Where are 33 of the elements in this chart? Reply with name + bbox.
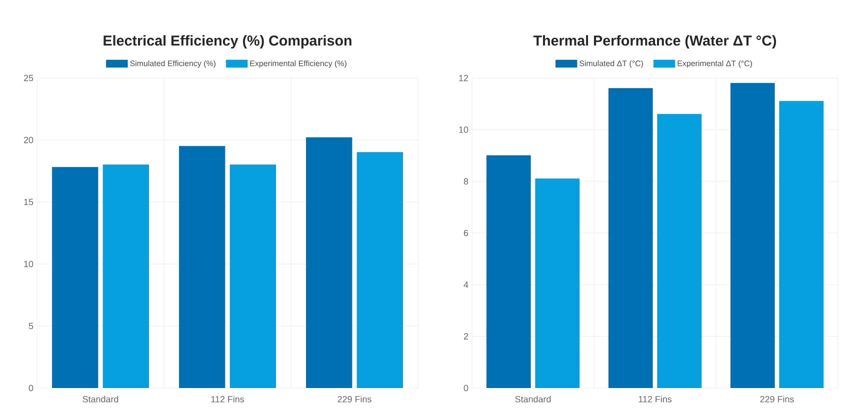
y-tick-label: 8 [464,178,468,185]
y-tick-label: 0 [28,384,34,392]
chart-title: Electrical Efficiency (%) Comparison [104,35,352,49]
bar [306,137,352,388]
y-tick-label: 15 [24,198,34,206]
x-tick-label: Standard [515,396,551,402]
bar [486,155,531,388]
y-tick-label: 20 [24,136,34,144]
bar [730,82,775,388]
bar [608,88,653,388]
bar [52,167,98,388]
x-tick-label: 112 Fins [211,396,244,402]
y-tick-label: 12 [459,74,468,82]
x-tick-label: 229 Fins [338,396,372,402]
y-tick-label: 25 [24,74,34,82]
y-tick-label: 5 [28,322,34,330]
y-tick-label: 10 [459,126,468,133]
bar [356,152,403,388]
y-tick-label: 0 [464,384,468,392]
y-tick-label: 4 [464,282,468,288]
x-tick-label: 229 Fins [760,396,794,402]
x-tick-label: 112 Fins [638,396,672,402]
x-tick-label: Standard [82,396,118,402]
y-tick-label: 10 [24,260,34,268]
bar [179,146,226,388]
bar [657,114,702,388]
chart-title: Thermal Performance (Water ΔT °C) [533,35,776,49]
bar [102,164,149,388]
bar [779,101,824,388]
y-tick-label: 6 [464,230,468,236]
bar [535,178,580,388]
bar [230,164,276,388]
y-tick-label: 2 [464,333,468,340]
